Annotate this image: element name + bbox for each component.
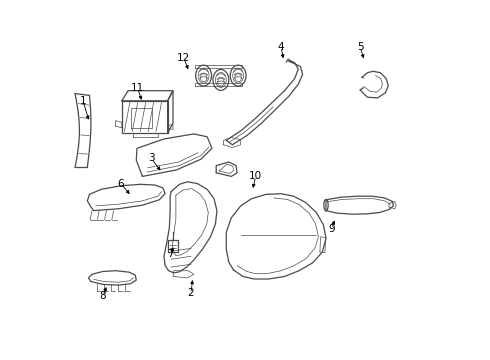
Text: 8: 8 [99,291,106,301]
Text: 4: 4 [278,42,284,52]
Text: 9: 9 [328,224,335,234]
Text: 12: 12 [177,53,191,63]
Text: 2: 2 [188,288,195,298]
Text: 1: 1 [80,96,86,106]
Text: 5: 5 [357,42,364,52]
Text: 6: 6 [118,179,124,189]
Text: 11: 11 [131,83,145,93]
Text: 7: 7 [167,249,173,259]
Text: 10: 10 [249,171,262,181]
Text: 3: 3 [148,153,155,163]
